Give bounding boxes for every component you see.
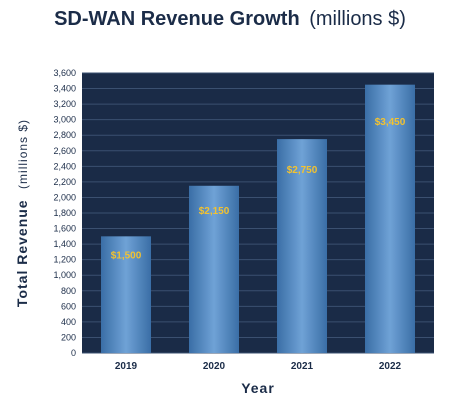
- y-tick-label: 400: [61, 317, 76, 327]
- y-tick-label: 1,000: [53, 270, 76, 280]
- y-tick-label: 1,600: [53, 224, 76, 234]
- y-tick-label: 3,600: [53, 68, 76, 78]
- y-tick-label: 3,400: [53, 84, 76, 94]
- y-tick-label: 0: [71, 348, 76, 358]
- data-label-2019: $1,500: [111, 250, 142, 261]
- y-axis-title: Total Revenue (millions $): [14, 119, 31, 307]
- y-tick-label: 2,600: [53, 146, 76, 156]
- x-tick-label: 2019: [115, 361, 138, 372]
- y-tick-label: 1,400: [53, 239, 76, 249]
- y-tick-label: 3,200: [53, 99, 76, 109]
- data-label-2021: $2,750: [287, 165, 318, 176]
- y-tick-label: 2,800: [53, 130, 76, 140]
- y-tick-label: 3,000: [53, 115, 76, 125]
- chart-title: SD-WAN Revenue Growth (millions $): [0, 8, 460, 31]
- bar-2019: [101, 236, 151, 353]
- y-tick-label: 800: [61, 286, 76, 296]
- x-axis-ticks: 2019 2020 2021 2022: [115, 361, 402, 372]
- y-tick-label: 2,200: [53, 177, 76, 187]
- x-axis-title: Year: [241, 380, 275, 396]
- x-tick-label: 2020: [203, 361, 226, 372]
- data-label-2020: $2,150: [199, 206, 230, 217]
- bar-2021: [277, 139, 327, 353]
- y-tick-label: 1,800: [53, 208, 76, 218]
- bar-2022: [365, 84, 415, 354]
- chart-title-text: SD-WAN Revenue Growth: [54, 8, 300, 30]
- bars: $1,500 $2,150 $2,750 $3,450: [101, 84, 415, 354]
- y-axis-title-text: Total Revenue: [14, 199, 30, 307]
- y-tick-label: 1,200: [53, 255, 76, 265]
- chart-title-unit: (millions $): [309, 8, 406, 30]
- x-tick-label: 2021: [291, 361, 314, 372]
- y-axis-title-unit: (millions $): [16, 119, 30, 189]
- y-tick-label: 2,400: [53, 161, 76, 171]
- y-tick-label: 600: [61, 301, 76, 311]
- y-axis-ticks: 0 200 400 600 800 1,000 1,200 1,400 1,600 1,800 2,…: [53, 68, 76, 358]
- x-tick-label: 2022: [379, 361, 402, 372]
- data-label-2022: $3,450: [375, 117, 406, 128]
- bar-2020: [189, 185, 239, 353]
- y-tick-label: 2,000: [53, 192, 76, 202]
- y-tick-label: 200: [61, 332, 76, 342]
